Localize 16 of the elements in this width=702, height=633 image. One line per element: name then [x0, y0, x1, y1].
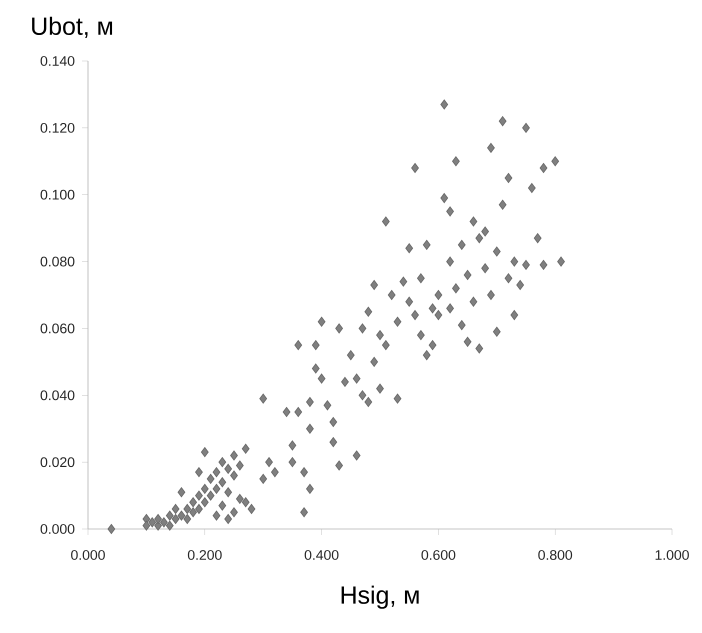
x-tick-label: 0.600 [421, 550, 456, 560]
y-tick-label: 0.000 [40, 524, 74, 534]
x-axis-title: Hsig, м [342, 586, 419, 609]
y-axis-title: Ubot, м [32, 16, 112, 38]
y-tick-label: 0.120 [40, 122, 74, 133]
y-tick-label: 0.080 [40, 256, 74, 266]
y-tick-label: 0.020 [40, 457, 74, 468]
x-tick-label: 0.200 [188, 550, 222, 560]
y-tick-label: 0.140 [40, 56, 74, 66]
x-tick-label: 0.400 [304, 550, 339, 560]
y-tick-label: 0.100 [40, 190, 74, 200]
x-tick-label: 1.000 [656, 550, 689, 560]
y-tick-label: 0.040 [40, 390, 74, 400]
x-tick-label: 0.800 [538, 550, 572, 560]
x-tick-label: 0.000 [71, 550, 105, 560]
y-tick-label: 0.060 [40, 324, 74, 334]
